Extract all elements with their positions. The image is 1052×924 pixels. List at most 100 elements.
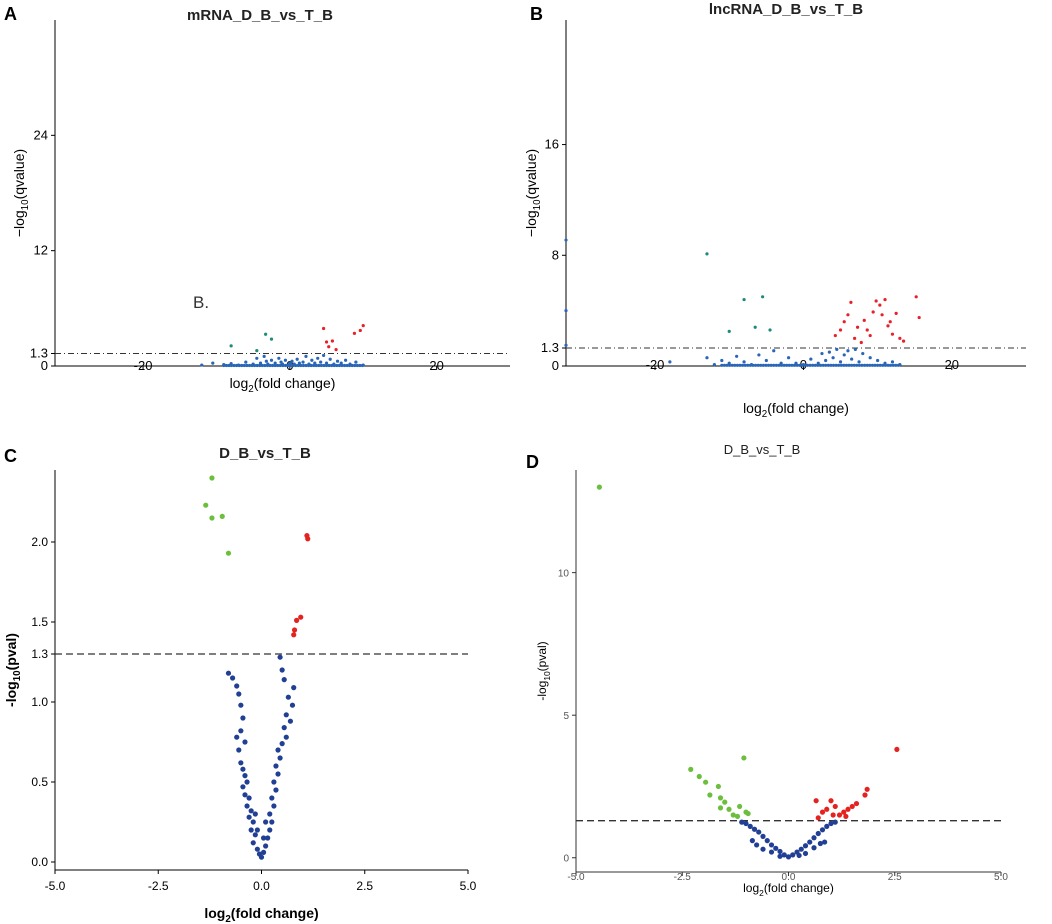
data-point-down xyxy=(229,344,233,348)
data-point-up xyxy=(842,320,846,324)
data-point-ns xyxy=(743,820,749,827)
data-point-up xyxy=(883,297,887,302)
data-point-ns xyxy=(792,363,797,367)
data-point-up xyxy=(871,310,875,314)
data-point-ns xyxy=(824,363,828,367)
data-point-ns xyxy=(242,773,248,779)
data-point-up xyxy=(890,332,895,336)
data-point-ns xyxy=(764,363,768,367)
data-point-ns xyxy=(837,363,841,367)
data-point-ns xyxy=(886,363,890,367)
data-point-ns xyxy=(337,363,341,368)
data-point-ns xyxy=(748,363,752,367)
data-point-up xyxy=(833,333,837,338)
data-point-ns xyxy=(222,363,226,368)
data-point-down xyxy=(688,766,694,772)
data-point-ns xyxy=(321,353,326,358)
data-point-ns xyxy=(273,361,277,365)
data-point-ns xyxy=(258,854,265,860)
data-point-ns xyxy=(260,849,267,855)
data-point-ns xyxy=(250,840,256,846)
data-point-ns xyxy=(738,363,742,367)
data-point-ns xyxy=(229,363,234,368)
panel-letter: D xyxy=(526,452,539,472)
data-point-ns xyxy=(248,808,254,814)
x-tick-label: 0.0 xyxy=(782,872,796,883)
y-tick-label: 24 xyxy=(34,127,48,142)
volcano-plot-a: AmRNA_D_B_vs_T_B-2002001.31224log2(fold … xyxy=(4,4,510,395)
data-point-ns xyxy=(894,363,898,367)
data-point-ns xyxy=(769,363,773,367)
data-point-ns xyxy=(287,718,294,724)
data-point-ns xyxy=(747,823,753,829)
data-point-ns xyxy=(335,359,340,363)
data-point-ns xyxy=(255,363,259,368)
data-point-ns xyxy=(245,363,249,368)
data-point-down xyxy=(722,799,728,805)
data-point-ns xyxy=(735,363,739,367)
data-point-ns xyxy=(883,363,888,367)
data-point-ns xyxy=(238,728,244,734)
data-point-up xyxy=(334,348,338,352)
data-point-ns xyxy=(834,363,838,367)
data-point-up xyxy=(330,339,335,343)
data-point-ns xyxy=(785,363,789,367)
data-point-ns xyxy=(772,363,776,367)
data-point-ns xyxy=(733,363,737,367)
data-point-ns xyxy=(772,349,776,353)
data-point-ns xyxy=(301,363,306,368)
x-tick-label: 5.0 xyxy=(994,872,1008,883)
data-point-up xyxy=(864,786,870,792)
data-point-ns xyxy=(313,361,317,365)
data-point-up xyxy=(898,336,902,340)
data-point-ns xyxy=(353,363,357,368)
data-point-ns xyxy=(236,691,242,697)
data-point-up xyxy=(845,806,851,812)
data-point-ns xyxy=(876,363,880,367)
data-point-ns xyxy=(831,356,835,360)
data-point-ns xyxy=(760,833,766,839)
data-point-ns xyxy=(276,363,280,368)
data-point-ns xyxy=(811,363,815,367)
y-tick-label: 12 xyxy=(34,243,48,258)
data-point-down xyxy=(705,252,709,256)
data-point-ns xyxy=(842,353,846,357)
data-point-ns xyxy=(246,814,252,820)
data-point-up xyxy=(894,311,898,316)
y-tick-label: 0.0 xyxy=(31,855,48,869)
data-point-up xyxy=(865,328,869,332)
data-point-ns xyxy=(360,363,365,368)
data-point-ns xyxy=(774,363,778,367)
data-point-down xyxy=(726,806,732,812)
data-point-up xyxy=(868,333,872,338)
data-point-down xyxy=(209,475,215,481)
data-point-ns xyxy=(350,363,354,368)
data-point-ns xyxy=(309,363,313,368)
data-point-ns xyxy=(306,363,311,368)
panel-letter: B xyxy=(530,4,543,24)
data-point-ns xyxy=(811,835,817,841)
data-point-down xyxy=(768,328,772,332)
y-tick-label: 1.3 xyxy=(30,346,48,361)
data-point-up xyxy=(849,300,853,304)
data-point-ns xyxy=(860,363,864,367)
data-point-ns xyxy=(211,361,215,365)
chart-title: D_B_vs_T_B xyxy=(219,445,311,462)
data-point-down xyxy=(730,812,736,818)
data-point-ns xyxy=(238,760,244,766)
data-point-ns xyxy=(754,842,760,848)
data-point-ns xyxy=(818,363,823,367)
data-point-ns xyxy=(865,363,869,367)
data-point-up xyxy=(914,295,918,299)
data-point-ns xyxy=(809,357,813,361)
data-point-ns xyxy=(743,363,747,367)
data-point-down xyxy=(734,813,741,820)
data-point-ns xyxy=(873,363,877,367)
data-point-ns xyxy=(777,848,783,855)
y-tick-label: 2.0 xyxy=(31,535,48,549)
data-point-ns xyxy=(258,361,263,365)
data-point-ns xyxy=(832,819,838,825)
data-point-ns xyxy=(826,363,830,367)
x-axis-label: log2(fold change) xyxy=(230,375,336,395)
x-tick-label: -20 xyxy=(646,357,665,372)
